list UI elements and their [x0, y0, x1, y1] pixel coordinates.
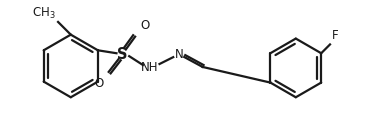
- Text: S: S: [117, 47, 128, 62]
- Text: NH: NH: [141, 61, 158, 74]
- Text: O: O: [94, 77, 104, 90]
- Text: F: F: [332, 29, 339, 42]
- Text: N: N: [175, 48, 183, 61]
- Text: CH$_3$: CH$_3$: [33, 6, 56, 21]
- Text: O: O: [140, 19, 149, 32]
